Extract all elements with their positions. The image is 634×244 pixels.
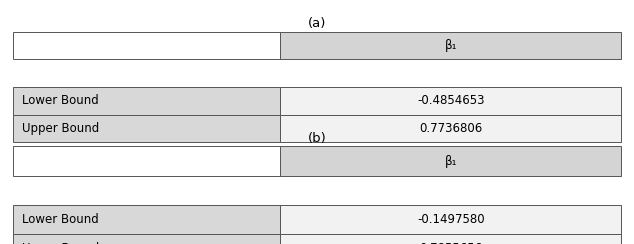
- Bar: [280, 146, 621, 176]
- Bar: [13, 115, 280, 142]
- Text: Lower Bound: Lower Bound: [22, 213, 98, 226]
- Text: 0.7736806: 0.7736806: [419, 122, 482, 135]
- Bar: [280, 87, 621, 115]
- Text: Upper Bound: Upper Bound: [22, 122, 99, 135]
- Text: β₁: β₁: [444, 39, 457, 52]
- Bar: [13, 205, 280, 234]
- Text: Lower Bound: Lower Bound: [22, 94, 98, 107]
- Text: -0.4854653: -0.4854653: [417, 94, 484, 107]
- Bar: [13, 234, 280, 244]
- Bar: [13, 87, 280, 115]
- Bar: [280, 234, 621, 244]
- Text: 0.7855656: 0.7855656: [419, 242, 482, 244]
- Text: (a): (a): [308, 17, 326, 30]
- Bar: [13, 146, 280, 176]
- Text: β₁: β₁: [444, 154, 457, 168]
- Text: Upper Bound: Upper Bound: [22, 242, 99, 244]
- Text: -0.1497580: -0.1497580: [417, 213, 485, 226]
- Bar: [13, 32, 280, 59]
- Bar: [280, 115, 621, 142]
- Text: (b): (b): [307, 132, 327, 145]
- Bar: [280, 32, 621, 59]
- Bar: [280, 205, 621, 234]
